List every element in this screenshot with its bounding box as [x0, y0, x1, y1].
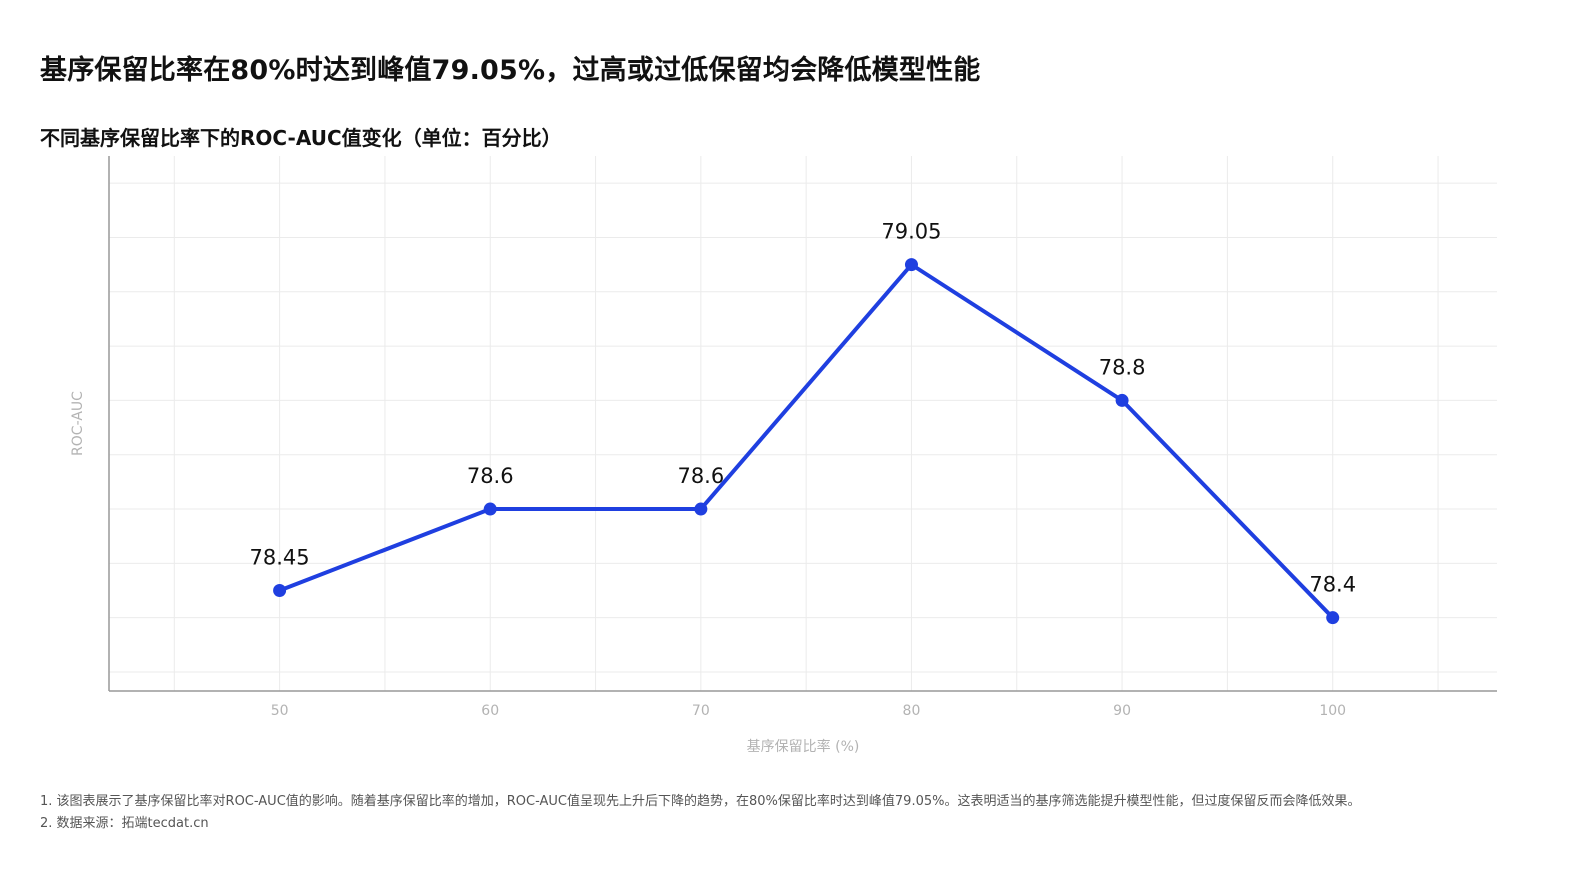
x-tick-label: 70	[692, 703, 710, 719]
data-point	[1115, 393, 1129, 407]
data-label: 78.6	[467, 464, 514, 488]
headline: 基序保留比率在80%时达到峰值79.05%，过高或过低保留均会降低模型性能	[40, 55, 981, 86]
data-label: 78.4	[1309, 573, 1356, 597]
y-axis-title: ROC-AUC	[70, 391, 86, 456]
data-label: 78.8	[1099, 355, 1146, 379]
footnote-1: 1. 该图表展示了基序保留比率对ROC-AUC值的影响。随着基序保留比率的增加，…	[40, 794, 1361, 809]
x-tick-label: 90	[1113, 703, 1131, 719]
data-point	[1326, 611, 1340, 625]
data-point	[694, 502, 708, 516]
data-point	[904, 258, 918, 272]
data-label: 79.05	[881, 220, 941, 244]
footnote-2: 2. 数据来源：拓端tecdat.cn	[40, 816, 209, 831]
series-line	[277, 262, 1335, 620]
data-point	[483, 502, 497, 516]
data-point	[273, 584, 287, 598]
data-label: 78.6	[677, 464, 724, 488]
x-tick-label: 100	[1319, 703, 1346, 719]
x-tick-label: 60	[481, 703, 499, 719]
x-tick-label: 50	[271, 703, 289, 719]
footnotes: 1. 该图表展示了基序保留比率对ROC-AUC值的影响。随着基序保留比率的增加，…	[40, 791, 1360, 835]
x-axis-title: 基序保留比率 (%)	[747, 738, 860, 755]
chart-title: 不同基序保留比率下的ROC-AUC值变化（单位：百分比）	[40, 126, 562, 150]
x-tick-label: 80	[903, 703, 921, 719]
data-label: 78.45	[250, 546, 310, 570]
